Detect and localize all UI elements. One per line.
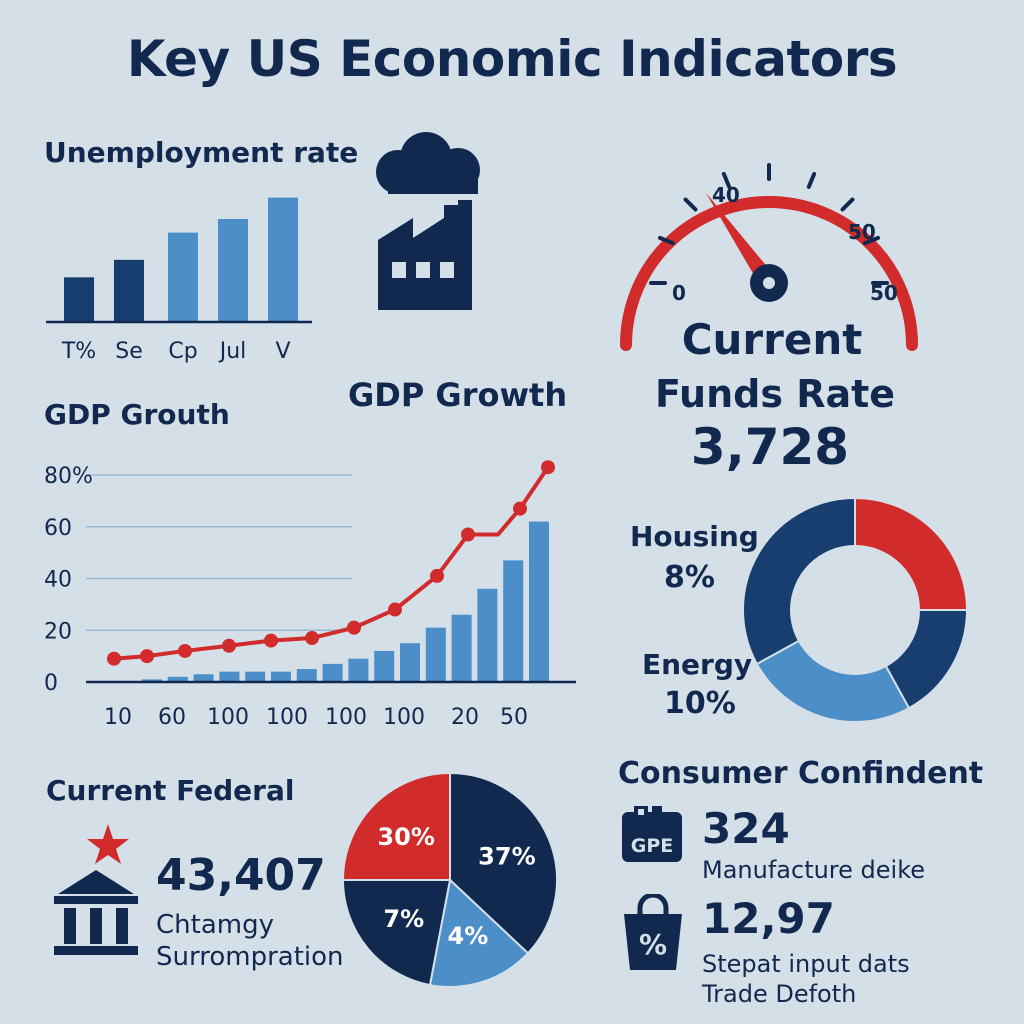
gauge-tick-label: 40 xyxy=(712,183,740,207)
consumer-item2-value: 12,97 xyxy=(702,894,835,943)
gdp-y-tick: 20 xyxy=(44,619,72,644)
unemployment-bar xyxy=(64,277,94,322)
unemployment-x-label: V xyxy=(275,339,290,364)
page-title: Key US Economic Indicators xyxy=(0,30,1024,88)
consumer-item2-label1: Stepat input dats xyxy=(702,950,910,978)
gdp-line-point xyxy=(430,569,444,583)
gauge-tick xyxy=(809,174,814,187)
gdp-line-point xyxy=(305,631,319,645)
gauge-tick-label: 0 xyxy=(672,281,686,305)
consumer-item2-label2: Trade Defoth xyxy=(702,980,856,1008)
gdp-line-point xyxy=(541,460,555,474)
gdp-y-tick: 40 xyxy=(44,568,72,593)
gauge-tick-label: 50 xyxy=(870,281,898,305)
pie-label: 4% xyxy=(448,922,489,950)
federal-title: Current Federal xyxy=(46,774,294,807)
unemployment-chart: T% Se Cp Jul V xyxy=(40,170,340,370)
gdp-line-point xyxy=(347,621,361,635)
gdp-x-tick: 100 xyxy=(383,705,425,730)
gdp-x-tick: 100 xyxy=(325,705,367,730)
gdp-y-tick: 80% xyxy=(44,464,93,489)
gdp-title-left: GDP Grouth xyxy=(44,398,230,431)
gauge-tick xyxy=(686,200,696,210)
gdp-line-point xyxy=(513,502,527,516)
shopping-bag-icon: % xyxy=(618,894,688,974)
unemployment-x-label: Jul xyxy=(218,339,247,364)
gauge-title-line1: Current xyxy=(662,315,882,364)
gdp-x-tick: 60 xyxy=(158,705,186,730)
gdp-line-point xyxy=(388,603,402,617)
federal-line2: Surrompration xyxy=(156,942,344,972)
pie-label: 7% xyxy=(383,905,424,933)
donut-chart xyxy=(740,495,970,725)
gdp-bar xyxy=(477,589,497,682)
shopping-bag-icon-text: % xyxy=(639,928,667,961)
gdp-line-point xyxy=(140,649,154,663)
pie-chart: 30% 37% 4% 7% xyxy=(340,770,560,990)
gdp-bar xyxy=(245,672,265,682)
gdp-title-right: GDP Growth xyxy=(348,376,567,414)
gdp-bar xyxy=(297,669,317,682)
consumer-title: Consumer Confindent xyxy=(618,756,983,791)
gdp-line-point xyxy=(107,652,121,666)
gdp-bar xyxy=(323,664,343,682)
unemployment-bar xyxy=(268,198,298,322)
gauge-value: 3,728 xyxy=(660,418,880,476)
document-icon-text: GPE xyxy=(631,835,674,857)
gdp-line-point xyxy=(178,644,192,658)
energy-value: 10% xyxy=(664,686,736,721)
unemployment-bar xyxy=(218,219,248,322)
pie-label: 37% xyxy=(478,842,535,870)
gdp-line-point xyxy=(222,639,236,653)
bank-icon xyxy=(46,822,146,967)
gdp-x-tick: 10 xyxy=(104,705,132,730)
gdp-bar xyxy=(271,672,291,682)
gdp-bar xyxy=(400,643,420,682)
gdp-line-point xyxy=(264,634,278,648)
gdp-x-tick: 20 xyxy=(451,705,479,730)
gauge-tick-label: 50 xyxy=(848,220,876,244)
star-icon xyxy=(87,824,129,864)
unemployment-bar xyxy=(114,260,144,322)
federal-value: 43,407 xyxy=(156,850,326,901)
gdp-x-tick: 100 xyxy=(266,705,308,730)
unemployment-title: Unemployment rate xyxy=(44,136,358,169)
gdp-bar xyxy=(452,615,472,682)
energy-label: Energy xyxy=(642,648,752,681)
gdp-x-tick: 50 xyxy=(500,705,528,730)
gdp-bar xyxy=(348,659,368,682)
gdp-y-tick: 60 xyxy=(44,516,72,541)
gdp-line-point xyxy=(461,528,475,542)
unemployment-x-label: Se xyxy=(115,339,143,364)
unemployment-x-label: T% xyxy=(61,339,96,364)
gdp-bar xyxy=(426,628,446,682)
gdp-bar xyxy=(529,522,549,682)
gdp-y-tick: 0 xyxy=(44,671,58,696)
gdp-x-tick: 100 xyxy=(207,705,249,730)
document-icon: GPE xyxy=(620,806,684,864)
unemployment-x-label: Cp xyxy=(168,339,197,364)
gauge-title-line2: Funds Rate xyxy=(620,372,930,416)
gdp-chart: 80% 60 40 20 0 10 60 100 100 100 100 20 50 xyxy=(30,440,590,740)
factory-icon xyxy=(368,130,498,315)
gauge-tick xyxy=(843,200,853,210)
pie-label: 30% xyxy=(377,823,434,851)
consumer-item1-value: 324 xyxy=(702,804,790,853)
federal-line1: Chtamgy xyxy=(156,910,274,940)
gdp-bar xyxy=(374,651,394,682)
gdp-bar xyxy=(503,560,523,682)
gdp-bar xyxy=(219,672,239,682)
consumer-item1-label: Manufacture deike xyxy=(702,856,925,884)
housing-value: 8% xyxy=(664,560,715,595)
unemployment-bar xyxy=(168,233,198,322)
